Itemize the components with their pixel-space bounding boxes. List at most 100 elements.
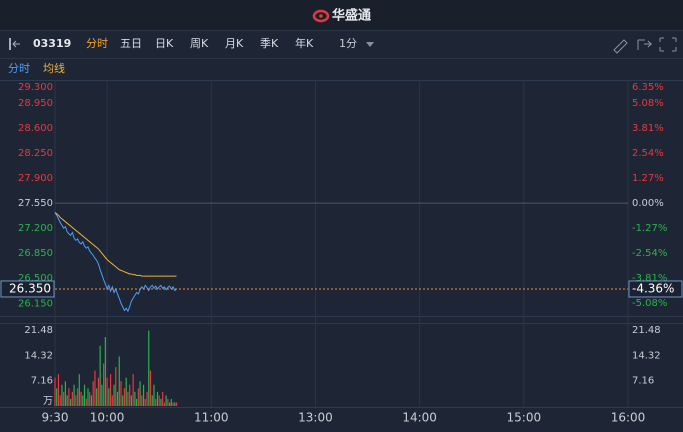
x-tick-label: 11:00 — [194, 411, 229, 425]
collapse-icon[interactable] — [9, 38, 20, 50]
dropdown-arrow[interactable] — [366, 42, 374, 47]
volume-bar — [139, 381, 141, 406]
volume-bar — [82, 395, 84, 406]
y2-tick-label: -3.81% — [632, 273, 667, 284]
volume-bar — [120, 381, 122, 406]
volume-bar — [54, 377, 56, 406]
y-tick-label: 27.200 — [18, 223, 53, 234]
volume-bar — [148, 330, 150, 406]
volume-bar — [87, 388, 89, 406]
volume-bar — [151, 395, 153, 406]
volume-bar — [111, 395, 113, 406]
y2-tick-label: -2.54% — [632, 248, 667, 259]
volume-bar — [85, 398, 87, 406]
volume-bar — [59, 395, 61, 406]
price-line — [54, 212, 177, 277]
volume-bar — [165, 395, 167, 406]
volume-bar — [61, 384, 63, 406]
last-change-label: -4.36% — [632, 281, 674, 295]
volume-bar — [149, 370, 152, 406]
volume-bar — [109, 374, 112, 406]
y2-tick-label: 5.08% — [632, 98, 664, 109]
volume-bar — [123, 388, 126, 406]
x-tick-label: 10:00 — [90, 411, 125, 425]
tool-icons — [613, 37, 677, 54]
volume-bar — [57, 374, 60, 406]
volume-bar — [101, 384, 103, 406]
volume-bar — [66, 395, 68, 406]
draw-icon[interactable] — [613, 39, 628, 54]
volume-bar — [90, 395, 93, 406]
toolbar — [0, 30, 683, 58]
volume-bar — [63, 391, 65, 406]
volume-bar — [144, 398, 146, 406]
volume-bar — [146, 391, 148, 406]
fullscreen-icon[interactable] — [659, 37, 677, 52]
volume-bar — [103, 363, 105, 406]
volume-bar — [73, 384, 75, 406]
x-tick-label: 13:00 — [298, 411, 333, 425]
tab[interactable]: 月K — [225, 37, 244, 50]
stock-code[interactable]: 03319 — [33, 37, 71, 50]
legend-entry: 均线 — [43, 61, 65, 75]
volume-bar — [115, 367, 117, 406]
x-tick-label: 15:00 — [507, 411, 542, 425]
volume-bar — [78, 374, 80, 406]
volume-bar — [68, 388, 70, 406]
volume-bar — [99, 345, 101, 406]
y-tick-label: 27.900 — [18, 173, 53, 184]
logo-icon — [312, 9, 330, 23]
volume-bar — [118, 356, 120, 406]
x-tick-label: 9:30 — [42, 411, 69, 425]
y-tick-label: 28.950 — [18, 98, 53, 109]
volume-bar — [89, 391, 91, 406]
volume-bar — [127, 391, 129, 406]
volume-bar — [153, 384, 155, 406]
volume-bar — [97, 377, 100, 406]
volume-bar — [174, 402, 176, 406]
volume-bar — [167, 398, 169, 406]
tab[interactable]: 年K — [295, 36, 314, 50]
volume-tick-label: 14.32 — [24, 350, 53, 361]
volume-bar — [76, 388, 79, 406]
y2-tick-label: 1.27% — [632, 173, 664, 184]
y-tick-label: 26.150 — [18, 298, 53, 309]
volume-y2-tick-label: 21.48 — [632, 325, 661, 336]
volume-bar — [80, 391, 82, 406]
y2-tick-label: 3.81% — [632, 123, 664, 134]
volume-bar — [108, 388, 110, 406]
volume-bar — [113, 384, 115, 406]
volume-bar — [56, 388, 58, 406]
y2-tick-label: 2.54% — [632, 148, 664, 159]
volume-bar — [71, 391, 73, 406]
volume-y2-tick-label: 14.32 — [632, 350, 661, 361]
x-tick-label: 16:00 — [611, 411, 646, 425]
y-tick-label: 26.500 — [18, 273, 53, 284]
tab[interactable]: 五日 — [120, 37, 142, 50]
volume-bar — [137, 388, 139, 406]
volume-bar — [132, 374, 134, 406]
tab[interactable]: 日K — [155, 37, 174, 50]
volume-bar — [142, 384, 145, 406]
volume-bar — [92, 381, 94, 406]
volume-bar — [155, 398, 157, 406]
logo-text: 华盛通 — [332, 8, 371, 24]
y2-tick-label: 0.00% — [632, 198, 664, 209]
volume-bar — [70, 398, 72, 406]
last-price-label: 26.350 — [9, 281, 51, 295]
y-tick-label: 28.250 — [18, 148, 53, 159]
tab[interactable]: 周K — [190, 37, 209, 50]
chart-area — [0, 59, 683, 432]
volume-bar — [94, 370, 96, 406]
volume-bar — [129, 384, 131, 406]
y-tick-label: 28.600 — [18, 123, 53, 134]
volume-bar — [104, 337, 106, 406]
tab[interactable]: 分时 — [86, 37, 108, 50]
volume-bar — [116, 391, 119, 406]
volume-bar — [160, 398, 162, 406]
interval-select[interactable]: 1分 — [339, 37, 357, 50]
tab[interactable]: 季K — [260, 37, 279, 50]
export-icon[interactable] — [637, 39, 652, 50]
